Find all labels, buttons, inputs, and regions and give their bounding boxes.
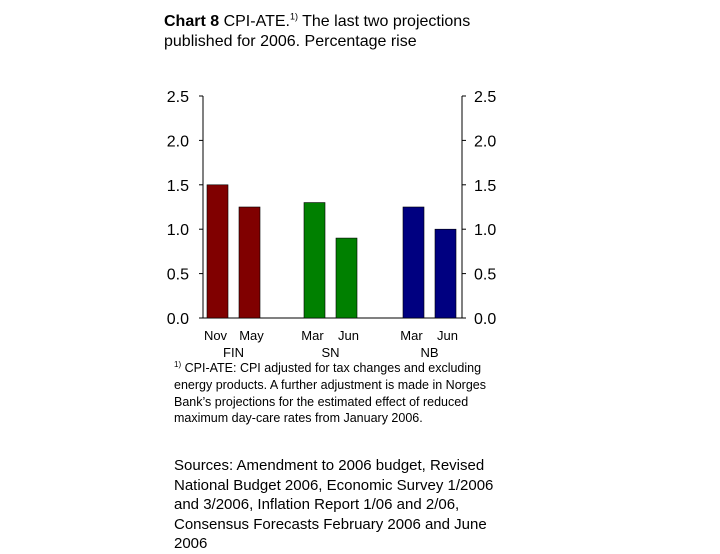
x-tick-label: Mar (301, 328, 324, 343)
x-tick-label: May (239, 328, 264, 343)
plot-area: 0.0 0.0 0.5 0.5 1.0 1.0 1.5 1.5 2.0 2.0 2.5 2.5 Nov M… (167, 89, 497, 360)
y-tick-label-right: 2.5 (474, 89, 496, 106)
y-tick-label-left: 0.0 (167, 311, 189, 328)
y-tick-label-left: 0.5 (167, 267, 189, 284)
title-prefix: CPI-ATE. (223, 13, 290, 30)
bar-sn-jun (335, 237, 358, 319)
title-footnote-mark: 1) (289, 11, 298, 22)
group-label-nb: NB (420, 345, 438, 360)
group-label-fin: FIN (223, 345, 244, 360)
x-tick-label: Jun (338, 328, 359, 343)
y-tick-label-left: 1.0 (167, 222, 189, 239)
sources-text: Sources: Amendment to 2006 budget, Revis… (174, 457, 494, 552)
footnote-text: CPI-ATE: CPI adjusted for tax changes an… (174, 361, 486, 426)
bar-nb-mar (402, 206, 425, 319)
x-tick-label: Jun (437, 328, 458, 343)
y-tick-label-right: 0.0 (474, 311, 496, 328)
bar-nb-jun (434, 228, 457, 319)
y-tick-label-left: 2.0 (167, 133, 189, 150)
bar-fin-may (238, 206, 261, 319)
y-tick-label-left: 1.5 (167, 178, 189, 195)
y-tick-label-left: 2.5 (167, 89, 189, 106)
x-tick-label: Nov (204, 328, 228, 343)
y-tick-label-right: 1.0 (474, 222, 496, 239)
footnote-mark: 1) (174, 359, 182, 369)
chart-number: Chart 8 (164, 13, 220, 30)
y-tick-label-right: 0.5 (474, 267, 496, 284)
x-tick-label: Mar (400, 328, 423, 343)
title-text: The last two projections published for 2… (164, 13, 471, 50)
bar-fin-nov (206, 184, 229, 319)
footnote: 1) CPI-ATE: CPI adjusted for tax changes… (174, 360, 494, 427)
group-label-sn: SN (321, 345, 339, 360)
y-tick-label-right: 1.5 (474, 178, 496, 195)
y-tick-label-right: 2.0 (474, 133, 496, 150)
bar-sn-mar (303, 202, 326, 319)
chart-title: Chart 8 CPI-ATE.1) The last two projecti… (164, 12, 484, 52)
bar-chart: 0.0 0.0 0.5 0.5 1.0 1.0 1.5 1.5 2.0 2.0 2.5 2.5 Nov M… (167, 89, 497, 360)
